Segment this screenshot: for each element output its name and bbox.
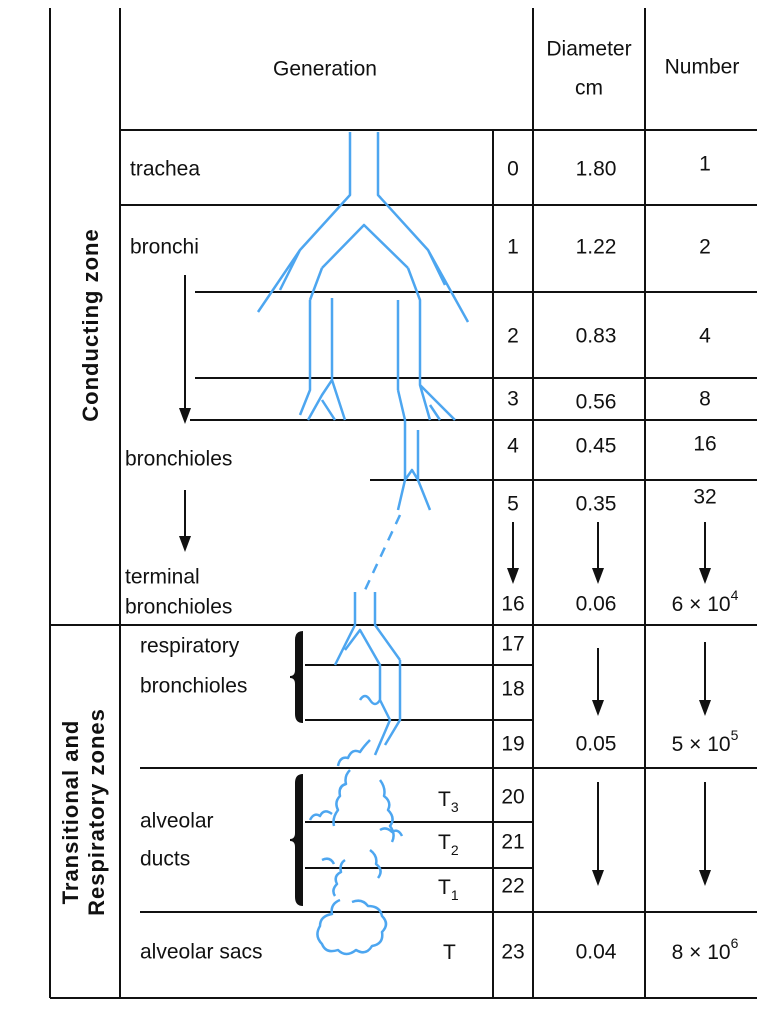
generation: 16 (501, 593, 524, 616)
header-generation: Generation (273, 58, 377, 81)
generation: 23 (501, 941, 524, 964)
t-label: T (443, 941, 456, 964)
zone-label: Transitional and (58, 720, 83, 905)
segment-label: respiratory (140, 635, 240, 658)
generation: 21 (501, 831, 524, 854)
segment-label: bronchioles (125, 596, 232, 619)
t-base: T (438, 788, 451, 811)
t-label: T3 (438, 788, 459, 815)
airway-tree (258, 132, 468, 954)
generation: 20 (501, 786, 524, 809)
number-base: 6 × 10 (672, 593, 731, 616)
t-label: T2 (438, 831, 459, 858)
generation: 5 (507, 493, 519, 516)
t-base: T (438, 876, 451, 899)
diameter: 0.83 (576, 325, 617, 348)
number: 5 × 105 (672, 727, 739, 756)
number-exponent: 5 (731, 727, 739, 743)
generation: 0 (507, 158, 519, 181)
segment-label: alveolar (140, 810, 214, 833)
number: 2 (699, 236, 711, 259)
number: 8 (699, 388, 711, 411)
zone-label: Conducting zone (78, 228, 103, 421)
header-diameter-unit: cm (575, 77, 603, 100)
number-base: 8 × 10 (672, 941, 731, 964)
number-exponent: 6 (731, 935, 739, 951)
generation: 22 (501, 875, 524, 898)
segment-label: ducts (140, 848, 190, 871)
diameter: 0.56 (576, 391, 617, 414)
segment-label: bronchioles (125, 448, 232, 471)
generation: 1 (507, 236, 519, 259)
t-subscript: 3 (451, 799, 459, 815)
number: 4 (699, 325, 711, 348)
segment-label: alveolar sacs (140, 941, 263, 964)
diameter: 0.35 (576, 493, 617, 516)
diameter: 0.45 (576, 435, 617, 458)
diameter: 0.05 (576, 733, 617, 756)
t-subscript: 2 (451, 842, 459, 858)
generation: 3 (507, 388, 519, 411)
generation: 2 (507, 325, 519, 348)
number: 6 × 104 (672, 587, 739, 616)
number: 1 (699, 153, 711, 176)
t-subscript: 1 (451, 887, 459, 903)
number-base: 5 × 10 (672, 733, 731, 756)
segment-label: terminal (125, 566, 200, 589)
t-base: T (438, 831, 451, 854)
generation: 17 (501, 633, 524, 656)
diameter: 0.06 (576, 593, 617, 616)
diagram: Generation Diameter cm Number Conducting… (0, 0, 782, 1016)
segment-label: bronchioles (140, 675, 247, 698)
t-label: T1 (438, 876, 459, 903)
number: 32 (693, 486, 716, 509)
generation: 4 (507, 435, 519, 458)
header-number: Number (665, 56, 740, 79)
diameter: 1.80 (576, 158, 617, 181)
number: 16 (693, 433, 716, 456)
number: 8 × 106 (672, 935, 739, 964)
segment-label: bronchi (130, 236, 199, 259)
number-exponent: 4 (731, 587, 739, 603)
zone-label: Respiratory zones (84, 708, 109, 916)
generation: 18 (501, 678, 524, 701)
diameter: 1.22 (576, 236, 617, 259)
page: {"header": {"generation": "Generation", … (0, 0, 782, 1016)
header-diameter: Diameter (546, 38, 631, 61)
diameter: 0.04 (576, 941, 617, 964)
t-base: T (443, 941, 456, 964)
segment-label: trachea (130, 158, 200, 181)
table-text: trachea bronchi bronchioles terminal bronchi… (125, 153, 739, 964)
generation: 19 (501, 733, 524, 756)
